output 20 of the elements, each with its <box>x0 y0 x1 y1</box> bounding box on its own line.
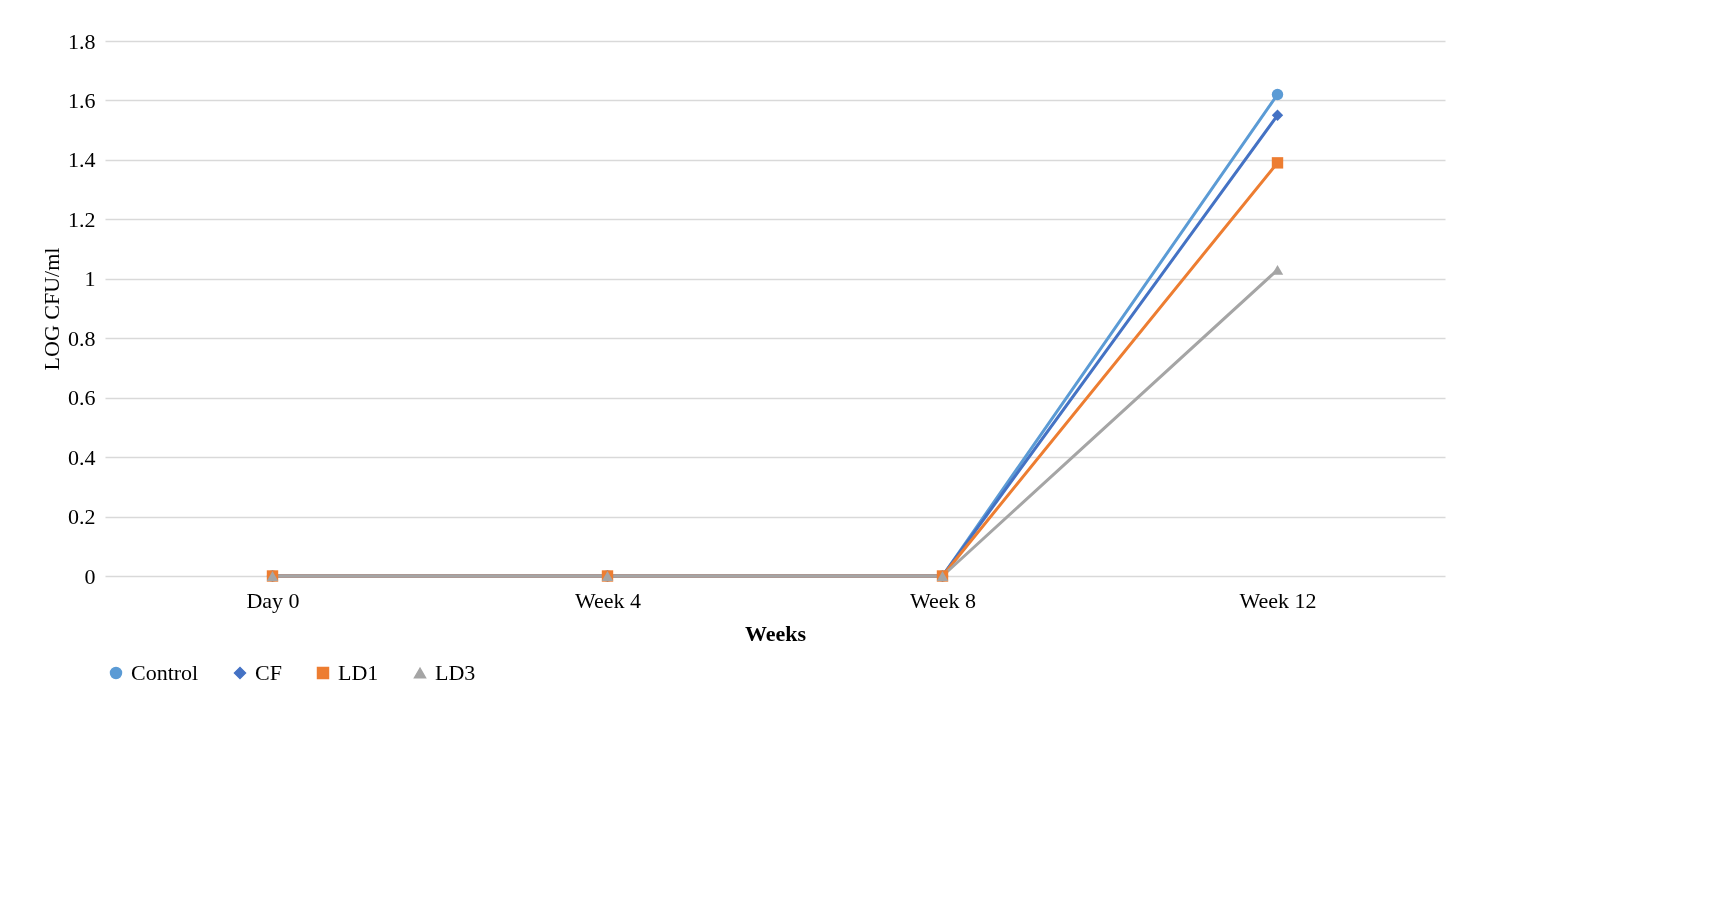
legend-label: CF <box>255 660 282 685</box>
legend-label: LD1 <box>338 660 379 685</box>
x-tick-label: Week 8 <box>909 587 977 613</box>
y-tick-label: 0 <box>84 563 96 589</box>
y-tick-label: 0.2 <box>68 504 96 530</box>
legend-label: Control <box>131 660 199 685</box>
x-tick-label: Week 12 <box>1239 587 1317 613</box>
y-tick-label: 1.6 <box>68 87 96 113</box>
x-tick-label: Day 0 <box>246 587 300 613</box>
legend-label: LD3 <box>435 660 476 685</box>
y-tick-label: 0.8 <box>68 325 96 351</box>
y-tick-label: 1 <box>84 266 96 292</box>
x-tick-label: Week 4 <box>574 587 642 613</box>
x-axis-title: Weeks <box>744 620 807 646</box>
y-tick-label: 0.6 <box>68 385 96 411</box>
y-tick-label: 0.4 <box>68 444 96 470</box>
y-tick-label: 1.4 <box>68 147 96 173</box>
y-tick-label: 1.2 <box>68 206 96 232</box>
y-axis-title: LOG CFU/ml <box>39 247 64 371</box>
y-tick-label: 1.8 <box>68 28 96 54</box>
